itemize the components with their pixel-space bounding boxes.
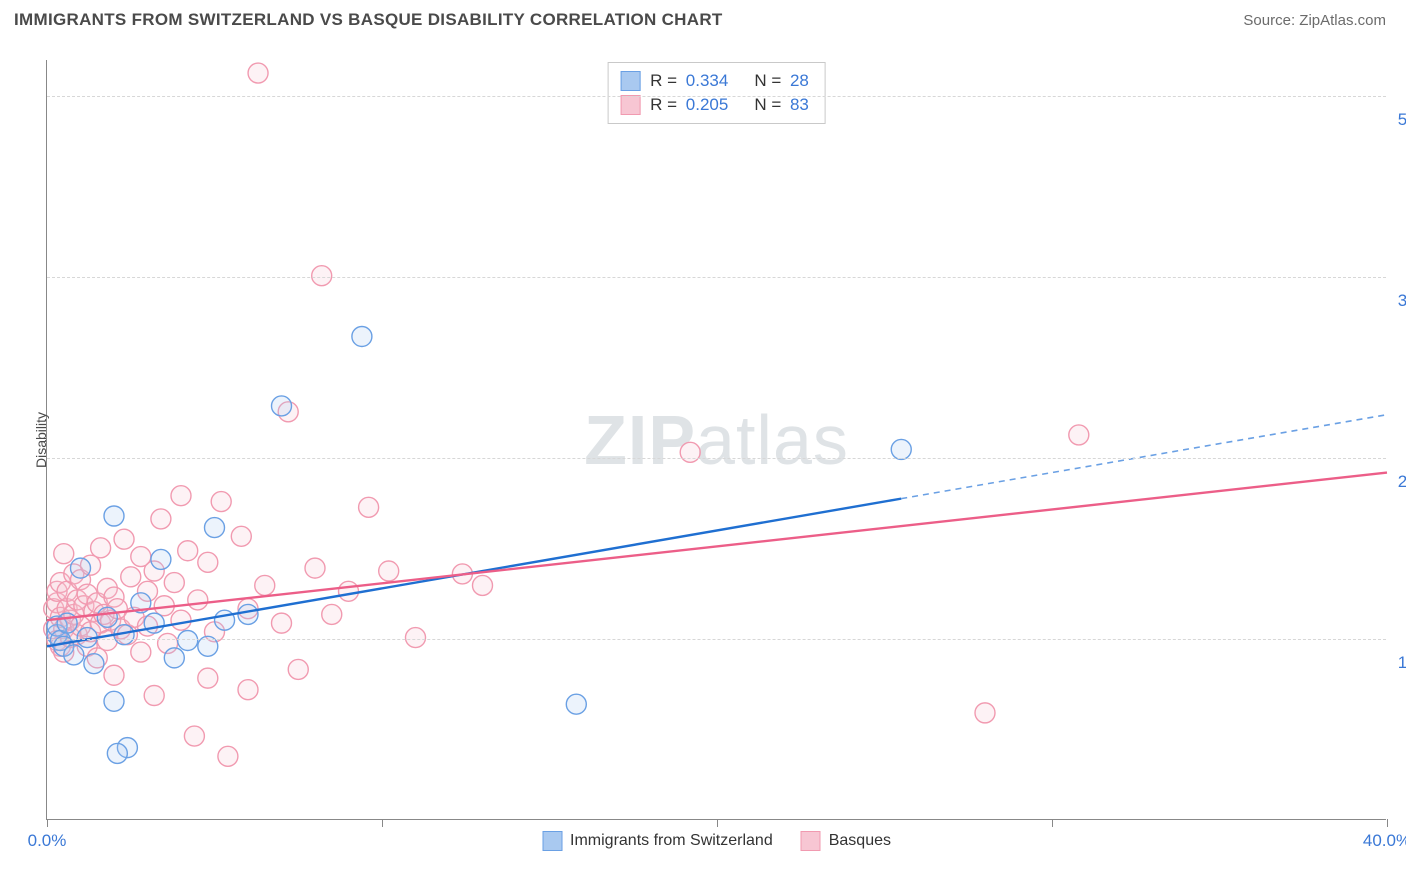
data-point-swiss xyxy=(566,694,586,714)
data-point-basque xyxy=(91,538,111,558)
data-point-swiss xyxy=(151,549,171,569)
data-point-swiss xyxy=(84,654,104,674)
x-tick xyxy=(382,819,383,827)
data-point-basque xyxy=(359,497,379,517)
legend-series-item-swiss: Immigrants from Switzerland xyxy=(542,831,773,851)
data-point-basque xyxy=(151,509,171,529)
data-point-basque xyxy=(238,680,258,700)
legend-r-label: R = 0.334 xyxy=(650,71,732,91)
data-point-basque xyxy=(114,529,134,549)
data-point-basque xyxy=(184,726,204,746)
legend-series-item-basque: Basques xyxy=(801,831,891,851)
y-tick-label: 12.5% xyxy=(1398,653,1406,673)
x-tick xyxy=(47,819,48,827)
x-tick-label: 0.0% xyxy=(28,831,67,851)
x-tick xyxy=(1387,819,1388,827)
data-point-basque xyxy=(164,573,184,593)
data-point-basque xyxy=(198,552,218,572)
y-tick-label: 37.5% xyxy=(1398,291,1406,311)
x-tick-label: 40.0% xyxy=(1363,831,1406,851)
legend-series: Immigrants from Switzerland Basques xyxy=(542,831,891,851)
data-point-basque xyxy=(288,659,308,679)
data-point-swiss xyxy=(178,630,198,650)
source-link[interactable]: ZipAtlas.com xyxy=(1299,12,1386,29)
source-label: Source: ZipAtlas.com xyxy=(1243,12,1386,29)
data-point-basque xyxy=(211,492,231,512)
data-point-swiss xyxy=(107,743,127,763)
data-point-basque xyxy=(248,63,268,83)
data-point-basque xyxy=(231,526,251,546)
legend-series-label: Basques xyxy=(829,832,891,850)
data-point-basque xyxy=(272,613,292,633)
data-point-basque xyxy=(54,544,74,564)
data-point-basque xyxy=(255,575,275,595)
data-point-swiss xyxy=(104,506,124,526)
legend-swatch xyxy=(801,831,821,851)
data-point-basque xyxy=(379,561,399,581)
legend-swatch xyxy=(542,831,562,851)
plot-area: Disability ZIPatlas R = 0.334N = 28R = 0… xyxy=(46,60,1386,820)
data-point-basque xyxy=(339,581,359,601)
y-tick-label: 50.0% xyxy=(1398,110,1406,130)
gridline xyxy=(47,458,1386,459)
trendline-ext-swiss xyxy=(901,415,1387,499)
data-point-swiss xyxy=(71,558,91,578)
data-point-swiss xyxy=(64,645,84,665)
legend-n-label: N = 83 xyxy=(754,95,813,115)
data-point-basque xyxy=(178,541,198,561)
data-point-swiss xyxy=(97,607,117,627)
data-point-basque xyxy=(312,266,332,286)
data-point-swiss xyxy=(352,326,372,346)
legend-swatch xyxy=(620,71,640,91)
y-tick-label: 25.0% xyxy=(1398,472,1406,492)
legend-series-label: Immigrants from Switzerland xyxy=(570,832,773,850)
legend-n-label: N = 28 xyxy=(754,71,813,91)
chart-title: IMMIGRANTS FROM SWITZERLAND VS BASQUE DI… xyxy=(14,10,723,30)
data-point-basque xyxy=(171,486,191,506)
data-point-basque xyxy=(305,558,325,578)
data-point-basque xyxy=(188,590,208,610)
trendline-basque xyxy=(47,473,1387,621)
data-point-basque xyxy=(104,665,124,685)
data-point-basque xyxy=(473,575,493,595)
data-point-basque xyxy=(171,610,191,630)
data-point-basque xyxy=(406,628,426,648)
scatter-plot-svg xyxy=(47,60,1386,819)
data-point-basque xyxy=(680,442,700,462)
data-point-swiss xyxy=(164,648,184,668)
data-point-basque xyxy=(121,567,141,587)
gridline xyxy=(47,639,1386,640)
data-point-basque xyxy=(144,686,164,706)
gridline xyxy=(47,96,1386,97)
data-point-swiss xyxy=(238,604,258,624)
legend-correlation: R = 0.334 N = 28 R = 0.205 N = 83 xyxy=(607,62,826,124)
legend-swatch xyxy=(620,95,640,115)
data-point-swiss xyxy=(104,691,124,711)
legend-corr-row-swiss: R = 0.334 N = 28 xyxy=(620,69,813,93)
data-point-basque xyxy=(218,746,238,766)
data-point-basque xyxy=(322,604,342,624)
data-point-basque xyxy=(131,642,151,662)
data-point-swiss xyxy=(205,518,225,538)
x-tick xyxy=(717,819,718,827)
data-point-basque xyxy=(198,668,218,688)
source-prefix: Source: xyxy=(1243,12,1299,29)
data-point-swiss xyxy=(272,396,292,416)
data-point-swiss xyxy=(891,439,911,459)
x-tick xyxy=(1052,819,1053,827)
data-point-basque xyxy=(1069,425,1089,445)
gridline xyxy=(47,277,1386,278)
legend-r-label: R = 0.205 xyxy=(650,95,732,115)
data-point-basque xyxy=(975,703,995,723)
